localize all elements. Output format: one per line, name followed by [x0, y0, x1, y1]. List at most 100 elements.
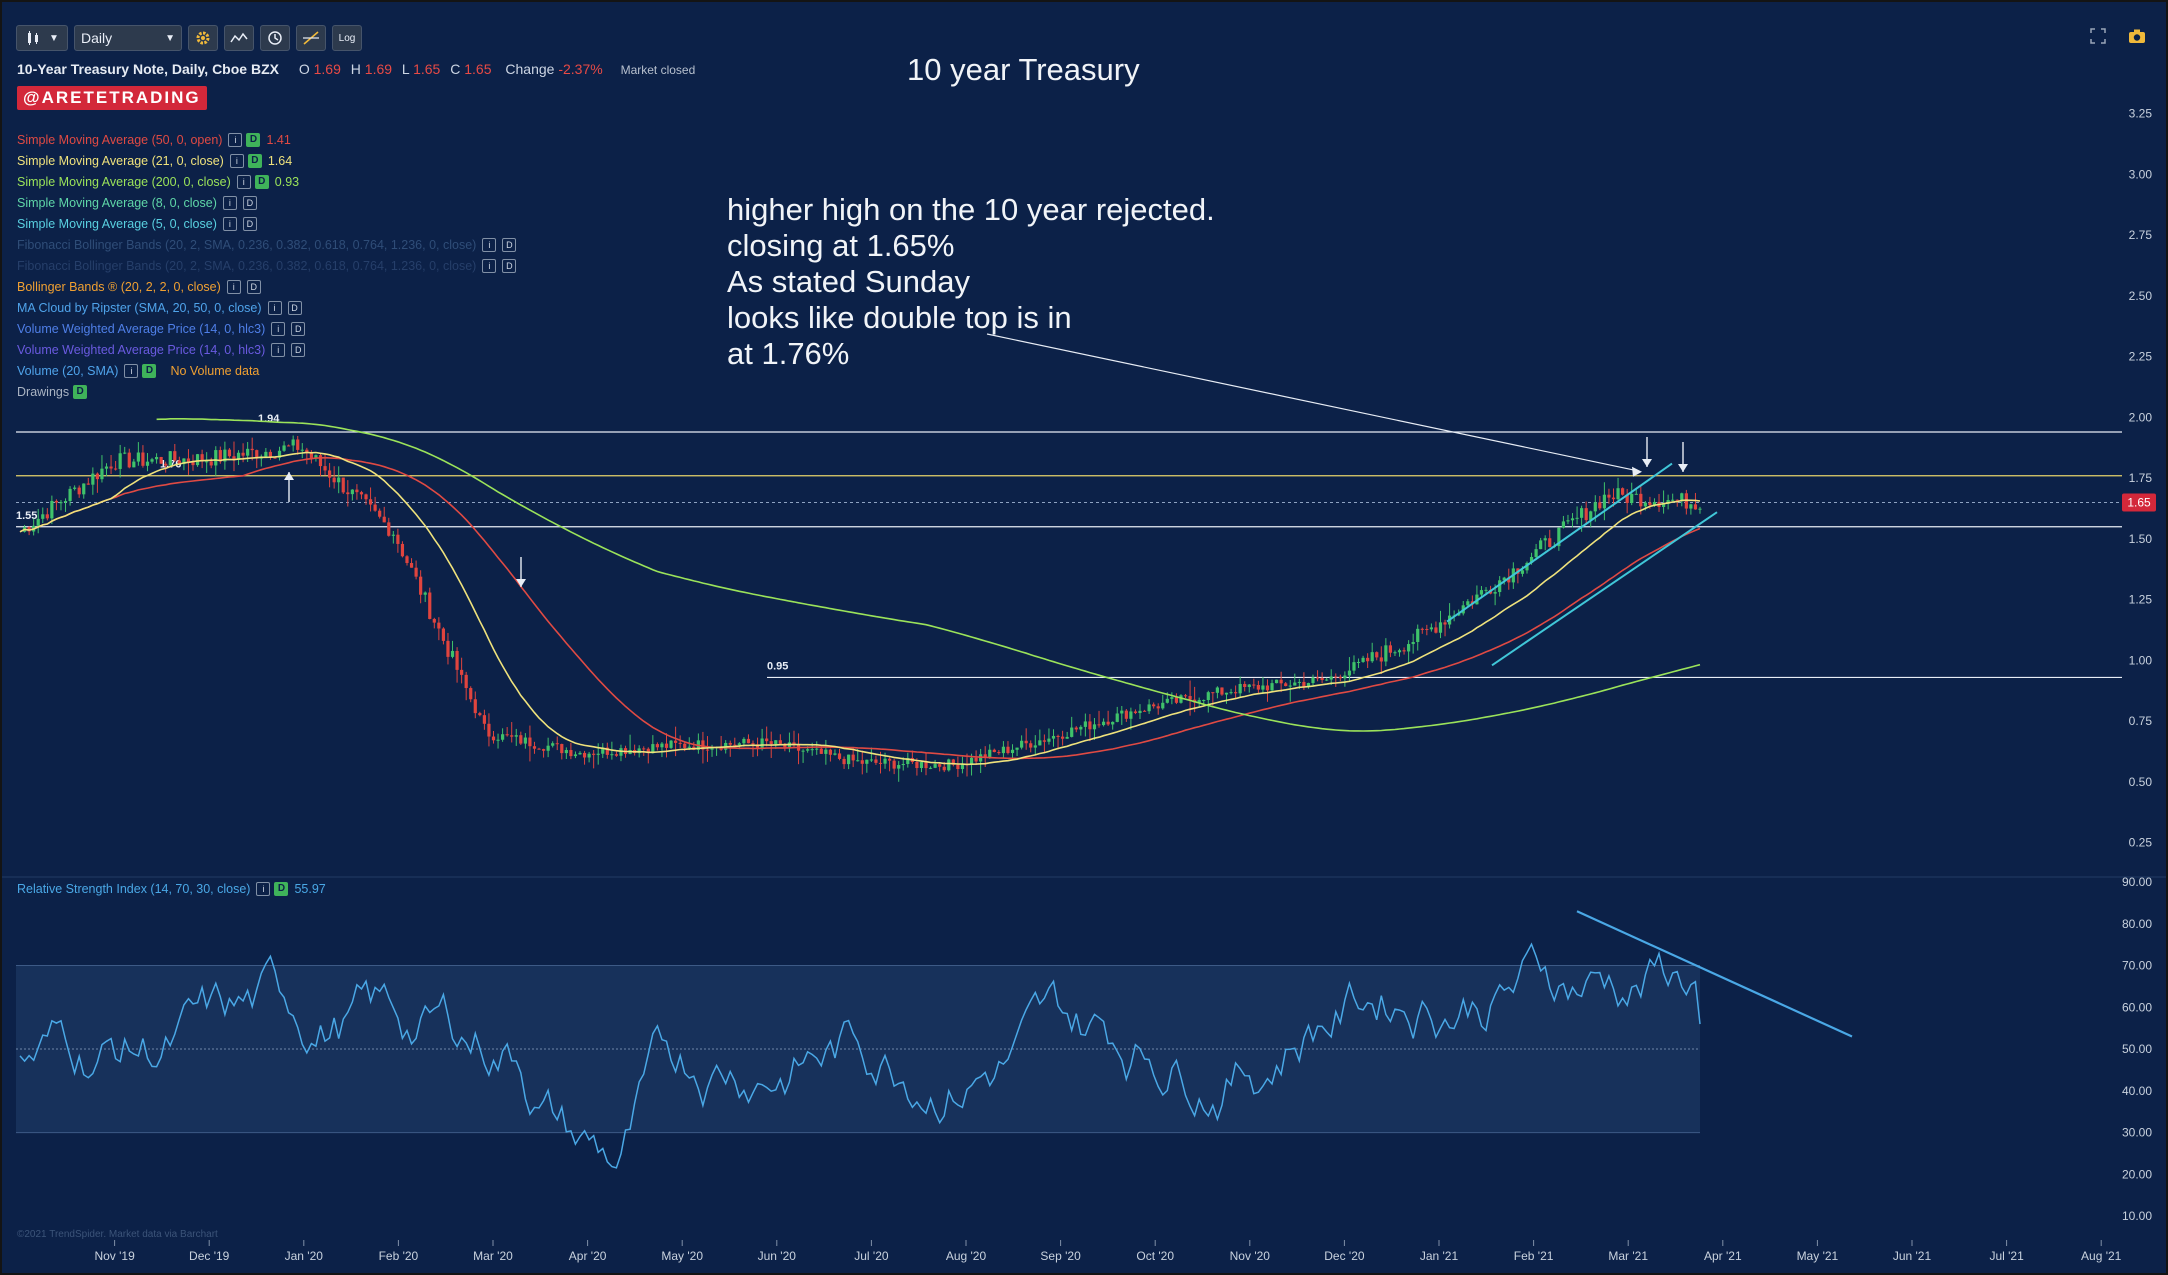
candle	[428, 587, 432, 620]
indicator-row[interactable]: Fibonacci Bollinger Bands (20, 2, SMA, 0…	[17, 255, 517, 276]
candle-body	[655, 744, 659, 748]
candle	[1443, 619, 1447, 637]
indicator-row[interactable]: Simple Moving Average (8, 0, close) i D	[17, 192, 516, 213]
info-icon[interactable]: i	[271, 342, 286, 357]
info-icon[interactable]: i	[236, 174, 251, 189]
data-window-icon[interactable]: D	[246, 132, 261, 147]
candle-body	[186, 458, 191, 463]
candle	[41, 507, 45, 524]
candle	[82, 483, 86, 499]
candle-body	[1407, 644, 1411, 652]
data-window-icon[interactable]: D	[287, 300, 302, 315]
info-icon[interactable]: i	[256, 882, 271, 896]
candle	[36, 508, 40, 534]
info-icon[interactable]: i	[229, 153, 244, 168]
data-window-icon[interactable]: D	[254, 174, 269, 189]
fullscreen-icon[interactable]	[2090, 28, 2106, 49]
low-value: 1.65	[413, 61, 441, 77]
indicator-row[interactable]: Simple Moving Average (200, 0, close) i D 0…	[17, 171, 516, 192]
data-window-icon[interactable]: D	[502, 258, 517, 273]
candle-body	[824, 749, 828, 754]
candle-body	[428, 592, 432, 619]
info-icon[interactable]: i	[482, 258, 497, 273]
candle	[928, 766, 933, 770]
data-window-icon[interactable]: D	[291, 342, 306, 357]
time-tick-label: Feb '21	[1514, 1249, 1554, 1263]
indicator-row[interactable]: Volume (20, SMA) i D No Volume data	[17, 360, 516, 381]
candle-body	[1265, 685, 1270, 691]
candle-body	[123, 452, 127, 454]
candle-body	[728, 742, 732, 745]
chart-type-button[interactable]: ▼	[16, 25, 68, 51]
candle	[1161, 694, 1165, 710]
candle-body	[1142, 710, 1147, 712]
candle	[1397, 648, 1402, 657]
candle	[118, 444, 122, 478]
indicators-button[interactable]	[224, 25, 254, 51]
indicator-row[interactable]: Simple Moving Average (50, 0, open) i D 1.4…	[17, 129, 516, 150]
candle	[1238, 676, 1242, 697]
camera-icon[interactable]	[2128, 28, 2146, 49]
candle	[1575, 506, 1579, 525]
drawing-tools-button[interactable]	[296, 25, 326, 51]
candle	[400, 541, 405, 558]
indicator-row[interactable]: Fibonacci Bollinger Bands (20, 2, SMA, 0…	[17, 234, 517, 255]
candle-body	[332, 477, 336, 483]
indicator-row[interactable]: Bollinger Bands ® (20, 2, 2, 0, close) i D	[17, 276, 516, 297]
data-window-icon[interactable]: D	[242, 216, 257, 231]
info-icon[interactable]: i	[228, 132, 243, 147]
data-window-icon[interactable]: D	[142, 363, 157, 378]
indicator-row[interactable]: Simple Moving Average (5, 0, close) i D	[17, 213, 516, 234]
candle	[1320, 672, 1324, 684]
rsi-tick-label: 70.00	[2122, 959, 2152, 973]
candle-body	[305, 449, 309, 453]
data-window-icon[interactable]: D	[73, 384, 88, 399]
log-scale-button[interactable]: Log	[332, 25, 362, 51]
candle-body	[414, 567, 418, 577]
clock-button[interactable]	[260, 25, 290, 51]
candle-body	[1675, 499, 1679, 501]
candle	[145, 453, 150, 472]
candle	[123, 446, 127, 455]
info-icon[interactable]: i	[124, 363, 139, 378]
indicator-row[interactable]: Simple Moving Average (21, 0, close) i D 1.…	[17, 150, 516, 171]
candle	[733, 737, 737, 746]
candle	[1065, 731, 1069, 739]
candle	[1261, 677, 1265, 695]
candle-body	[491, 736, 496, 741]
indicator-row[interactable]: Volume Weighted Average Price (14, 0, hl…	[17, 318, 516, 339]
candle	[847, 754, 851, 770]
data-window-icon[interactable]: D	[247, 153, 262, 168]
time-tick-label: Apr '21	[1704, 1249, 1742, 1263]
indicator-row[interactable]: Drawings D	[17, 381, 516, 402]
candle-body	[63, 501, 68, 503]
data-window-icon[interactable]: D	[291, 321, 306, 336]
settings-button[interactable]	[188, 25, 218, 51]
candle-body	[1243, 683, 1247, 688]
info-icon[interactable]: i	[271, 321, 286, 336]
interval-select[interactable]: Daily ▼	[74, 25, 182, 51]
data-window-icon[interactable]: D	[502, 237, 517, 252]
info-icon[interactable]: i	[222, 216, 237, 231]
info-icon[interactable]: i	[226, 279, 241, 294]
info-icon[interactable]: i	[482, 237, 497, 252]
candle-body	[969, 757, 974, 765]
candle-body	[268, 451, 273, 458]
candle-body	[1539, 540, 1543, 550]
indicator-row[interactable]: Volume Weighted Average Price (14, 0, hl…	[17, 339, 516, 360]
candle-body	[1361, 657, 1365, 662]
candle-body	[505, 734, 509, 736]
candle-body	[173, 451, 177, 461]
info-icon[interactable]: i	[267, 300, 282, 315]
candle-body	[1111, 721, 1115, 725]
indicator-row[interactable]: MA Cloud by Ripster (SMA, 20, 50, 0, clo…	[17, 297, 516, 318]
data-window-icon[interactable]: D	[242, 195, 257, 210]
candle	[1042, 734, 1046, 754]
candle-body	[578, 752, 582, 755]
info-icon[interactable]: i	[222, 195, 237, 210]
data-window-icon[interactable]: D	[274, 882, 289, 896]
candle-body	[1411, 641, 1415, 645]
data-window-icon[interactable]: D	[246, 279, 261, 294]
candle	[114, 460, 118, 471]
